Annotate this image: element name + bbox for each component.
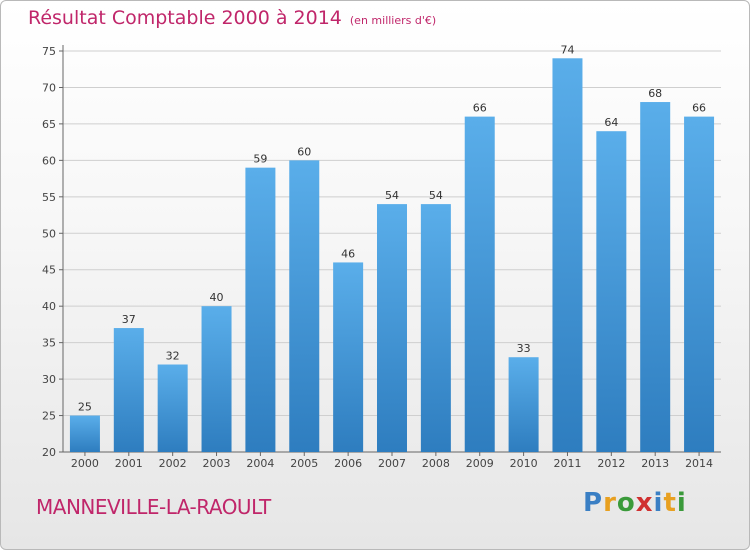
y-tick-label: 50 bbox=[42, 227, 56, 240]
y-tick-label: 45 bbox=[42, 264, 56, 277]
data-label-2001: 37 bbox=[122, 313, 136, 326]
chart-title-text: Résultat Comptable 2000 à 2014 bbox=[28, 7, 342, 29]
y-tick-label: 55 bbox=[42, 191, 56, 204]
x-tick-label: 2013 bbox=[641, 457, 669, 470]
bar-2005[interactable] bbox=[289, 160, 320, 452]
data-label-2006: 46 bbox=[341, 247, 355, 260]
data-label-2003: 40 bbox=[210, 291, 224, 304]
bar-2014[interactable] bbox=[684, 116, 715, 453]
bar-2007[interactable] bbox=[377, 204, 407, 452]
data-label-2007: 54 bbox=[385, 189, 399, 202]
logo-letter: t bbox=[663, 488, 677, 518]
x-tick-label: 2011 bbox=[553, 457, 581, 470]
y-tick-label: 75 bbox=[42, 45, 56, 58]
x-tick-label: 2004 bbox=[246, 457, 274, 470]
proxiti-logo[interactable]: Proxiti bbox=[583, 488, 687, 518]
y-tick-label: 65 bbox=[42, 118, 56, 131]
x-tick-label: 2005 bbox=[290, 457, 318, 470]
data-label-2013: 68 bbox=[648, 87, 662, 100]
bar-2012[interactable] bbox=[596, 131, 627, 452]
bar-2001[interactable] bbox=[113, 328, 144, 452]
y-tick-label: 70 bbox=[42, 81, 56, 94]
x-tick-label: 2012 bbox=[597, 457, 625, 470]
logo-letter: P bbox=[583, 488, 604, 518]
data-label-2009: 66 bbox=[473, 102, 487, 115]
bar-2000[interactable] bbox=[69, 415, 100, 452]
logo-letter: x bbox=[635, 488, 654, 518]
x-tick-label: 2009 bbox=[466, 457, 494, 470]
y-tick-label: 30 bbox=[42, 373, 56, 386]
bar-2010[interactable] bbox=[508, 357, 539, 452]
y-tick-label: 25 bbox=[42, 410, 56, 423]
bar-2013[interactable] bbox=[640, 102, 671, 452]
chart-subtitle: (en milliers d'€) bbox=[349, 14, 437, 27]
data-labels: 25 37 32 40 59 60 46 54 54 66 33 74 64 68 66 bbox=[78, 43, 706, 413]
x-tick-label: 2000 bbox=[71, 457, 99, 470]
bar-2006[interactable] bbox=[333, 262, 364, 452]
axes: 20 25 30 35 40 45 50 55 60 65 70 75 2000 2001 2002 2003… bbox=[42, 45, 721, 470]
logo-letter: o bbox=[616, 488, 636, 518]
data-label-2005: 60 bbox=[297, 145, 311, 158]
data-label-2000: 25 bbox=[78, 401, 92, 414]
logo-letter: i bbox=[676, 488, 687, 518]
bar-2011[interactable] bbox=[552, 58, 583, 453]
data-label-2014: 66 bbox=[692, 102, 706, 115]
y-tick-label: 20 bbox=[42, 446, 56, 459]
y-tick-label: 35 bbox=[42, 337, 56, 350]
bar-2008[interactable] bbox=[420, 204, 451, 452]
bars bbox=[69, 58, 715, 453]
y-tick-label: 60 bbox=[42, 154, 56, 167]
x-tick-label: 2002 bbox=[159, 457, 187, 470]
bar-2003[interactable] bbox=[201, 306, 232, 452]
logo-letter: i bbox=[653, 488, 664, 518]
logo-letter: r bbox=[603, 488, 617, 518]
x-tick-label: 2014 bbox=[685, 457, 713, 470]
x-tick-label: 2001 bbox=[115, 457, 143, 470]
x-tick-label: 2010 bbox=[510, 457, 538, 470]
data-label-2012: 64 bbox=[604, 116, 618, 129]
data-label-2011: 74 bbox=[560, 43, 574, 56]
data-label-2008: 54 bbox=[429, 189, 443, 202]
data-label-2002: 32 bbox=[166, 350, 180, 363]
x-tick-label: 2008 bbox=[422, 457, 450, 470]
x-tick-label: 2006 bbox=[334, 457, 362, 470]
bar-2009[interactable] bbox=[464, 116, 495, 453]
bar-2004[interactable] bbox=[245, 167, 276, 452]
bar-2002[interactable] bbox=[157, 364, 188, 452]
x-tick-label: 2007 bbox=[378, 457, 406, 470]
y-tick-label: 40 bbox=[42, 300, 56, 313]
data-label-2010: 33 bbox=[517, 342, 531, 355]
x-tick-label: 2003 bbox=[203, 457, 231, 470]
chart-title: Résultat Comptable 2000 à 2014 (en millie… bbox=[28, 7, 436, 29]
commune-name: MANNEVILLE-LA-RAOULT bbox=[36, 495, 271, 519]
data-label-2004: 59 bbox=[253, 153, 267, 166]
